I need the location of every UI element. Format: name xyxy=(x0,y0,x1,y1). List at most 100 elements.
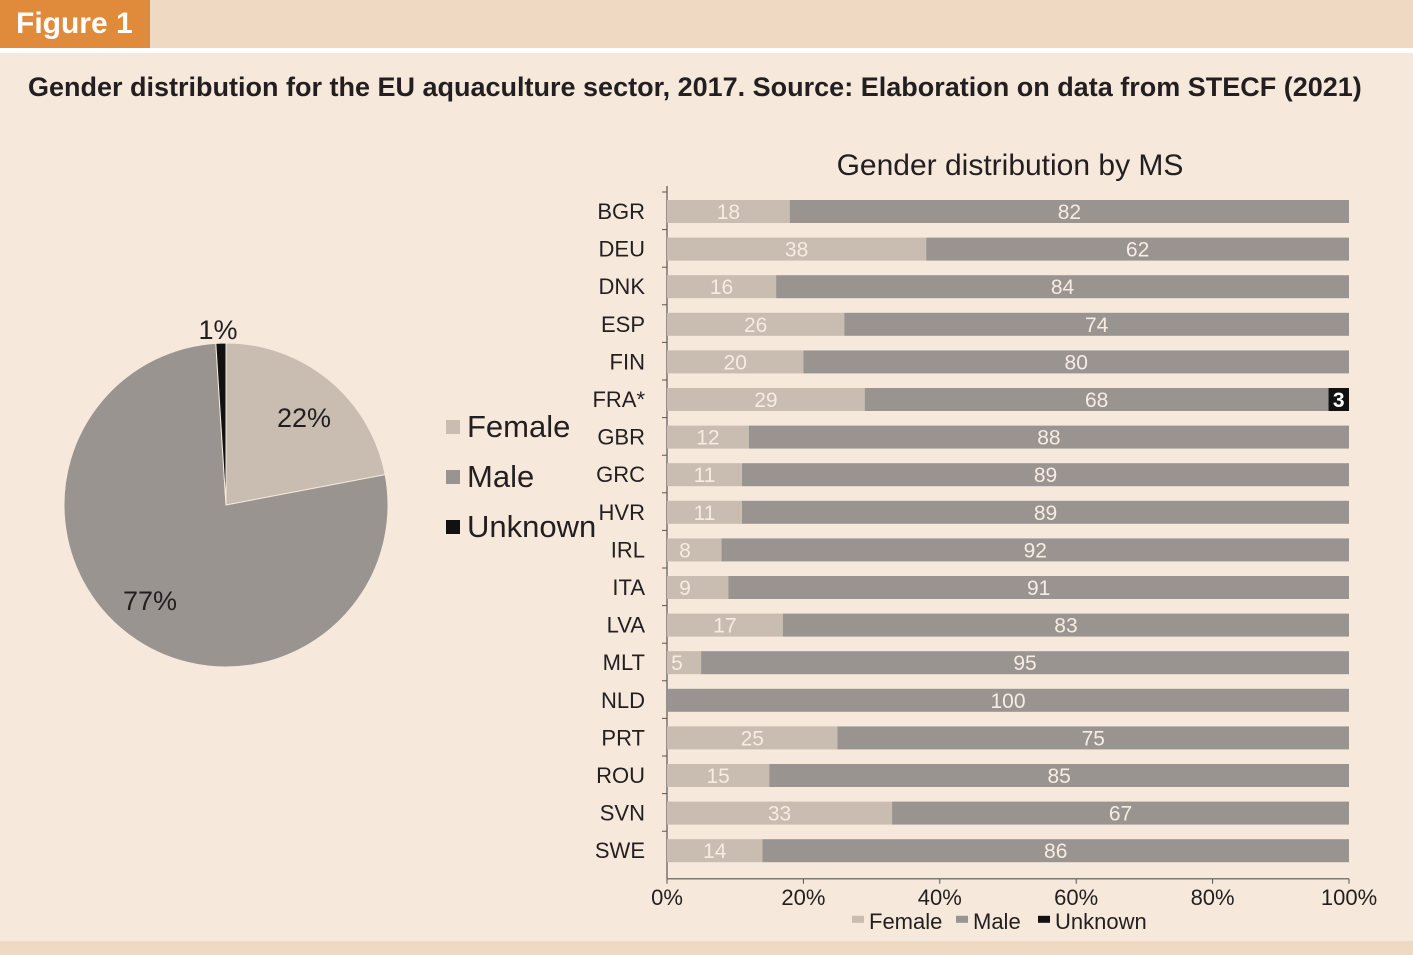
figure-title: Gender distribution for the EU aquacultu… xyxy=(28,72,1362,102)
category-label: SWE xyxy=(595,838,645,863)
bar-segment-male xyxy=(789,200,1349,223)
bar-legend-swatch-icon xyxy=(1038,915,1050,923)
bar-data-label: 15 xyxy=(706,765,729,788)
bar-segment-male xyxy=(721,538,1349,562)
x-tick-label: 0% xyxy=(651,885,683,910)
bar-segment-female xyxy=(667,651,702,675)
bar-data-label: 84 xyxy=(1051,276,1075,299)
bar-segment-female xyxy=(667,576,729,599)
bar-legend-label: Male xyxy=(973,909,1021,934)
bar-segment-male xyxy=(776,275,1349,299)
bar-data-label: 83 xyxy=(1054,615,1077,638)
bar-data-label: 89 xyxy=(1034,502,1057,525)
category-label: ESP xyxy=(601,312,645,337)
bar-data-label: 85 xyxy=(1047,765,1070,788)
bar-segment-male xyxy=(728,576,1349,599)
category-label: FIN xyxy=(610,349,645,374)
category-label: PRT xyxy=(601,725,645,750)
pie-slice-female xyxy=(225,342,386,506)
x-tick-label: 100% xyxy=(1321,885,1377,910)
unknown-swatch-icon xyxy=(446,520,460,534)
bar-data-label: 11 xyxy=(694,464,716,487)
bar-data-label: 68 xyxy=(1085,389,1108,412)
bar-data-label: 91 xyxy=(1027,577,1050,600)
bar-data-label: 62 xyxy=(1126,239,1149,262)
bar-data-label: 82 xyxy=(1058,201,1081,224)
category-label: HVR xyxy=(599,500,645,525)
pie-legend-label: Male xyxy=(467,459,535,494)
bar-segment-male xyxy=(667,688,1349,712)
pie-slice-unknown xyxy=(215,342,227,506)
bar-segment-female xyxy=(667,237,927,261)
category-label: IRL xyxy=(611,537,645,562)
category-label: GBR xyxy=(597,425,645,450)
bar-segment-female xyxy=(667,839,763,863)
pie-data-label: 22% xyxy=(277,403,331,433)
bar-data-label: 67 xyxy=(1109,803,1132,826)
bar-segment-male xyxy=(782,613,1349,637)
bar-data-label: 29 xyxy=(754,389,777,412)
bar-data-label: 17 xyxy=(713,615,736,638)
bar-data-label: 18 xyxy=(717,201,740,224)
bar-segment-female xyxy=(667,801,893,825)
bar-segment-female xyxy=(667,538,722,562)
bar-data-label: 38 xyxy=(785,239,808,262)
category-label: DEU xyxy=(599,237,645,262)
bar-segment-female xyxy=(667,425,749,449)
bar-data-label: 16 xyxy=(710,276,733,299)
bar-segment-male xyxy=(762,839,1349,863)
header-band xyxy=(0,0,1413,48)
category-label: ROU xyxy=(596,763,645,788)
bar-segment-male xyxy=(742,463,1349,487)
category-label: GRC xyxy=(596,462,645,487)
bar-segment-female xyxy=(667,388,865,411)
bar-segment-male xyxy=(837,726,1349,750)
figure-label: Figure 1 xyxy=(0,0,150,48)
bar-segment-female xyxy=(667,500,743,524)
pie-legend-label: Unknown xyxy=(467,509,597,544)
bar-data-label: 14 xyxy=(703,840,727,863)
bar-data-label: 74 xyxy=(1085,314,1109,337)
bar-segment-male xyxy=(844,312,1349,336)
x-tick-label: 60% xyxy=(1054,885,1098,910)
bar-legend-swatch-icon xyxy=(956,915,968,923)
footer-band xyxy=(0,941,1413,955)
bar-segment-female xyxy=(667,350,804,374)
bar-legend-swatch-icon xyxy=(852,915,864,923)
bar-data-label: 80 xyxy=(1065,351,1088,374)
bar-segment-female xyxy=(667,463,743,487)
bar-segment-female xyxy=(667,275,777,299)
header-divider xyxy=(0,48,1413,53)
bar-data-label: 9 xyxy=(679,577,691,600)
category-label: NLD xyxy=(601,688,645,713)
bar-data-label: 3 xyxy=(1333,389,1345,412)
bar-segment-female xyxy=(667,312,845,336)
bar-data-label: 86 xyxy=(1044,840,1067,863)
bar-data-label: 12 xyxy=(696,427,719,450)
bar-segment-male xyxy=(742,500,1349,524)
bar-data-label: 33 xyxy=(768,803,791,826)
bar-segment-male xyxy=(803,350,1349,374)
x-tick-label: 20% xyxy=(781,885,825,910)
x-tick-label: 80% xyxy=(1191,885,1235,910)
female-swatch-icon xyxy=(446,420,460,434)
category-label: BGR xyxy=(597,199,645,224)
pie-data-label: 77% xyxy=(123,586,177,616)
pie-legend-item-male: Male xyxy=(446,452,596,502)
pie-data-label: 1% xyxy=(198,315,237,345)
bar-data-label: 75 xyxy=(1082,727,1105,750)
category-label: MLT xyxy=(603,650,645,675)
bar-segment-female xyxy=(667,200,790,223)
bar-segment-male xyxy=(864,388,1329,411)
pie-chart: 22% 77% 1% xyxy=(63,315,389,668)
bar-legend-label: Unknown xyxy=(1055,909,1147,934)
bar-segment-male xyxy=(748,425,1349,449)
bar-data-label: 100 xyxy=(990,690,1025,713)
x-tick-label: 40% xyxy=(918,885,962,910)
bar-data-label: 25 xyxy=(741,727,764,750)
bar-segment-female xyxy=(667,613,783,637)
bar-segment-male xyxy=(701,651,1349,675)
bar-data-label: 88 xyxy=(1037,427,1060,450)
category-label: DNK xyxy=(599,274,646,299)
category-label: SVN xyxy=(600,801,645,826)
